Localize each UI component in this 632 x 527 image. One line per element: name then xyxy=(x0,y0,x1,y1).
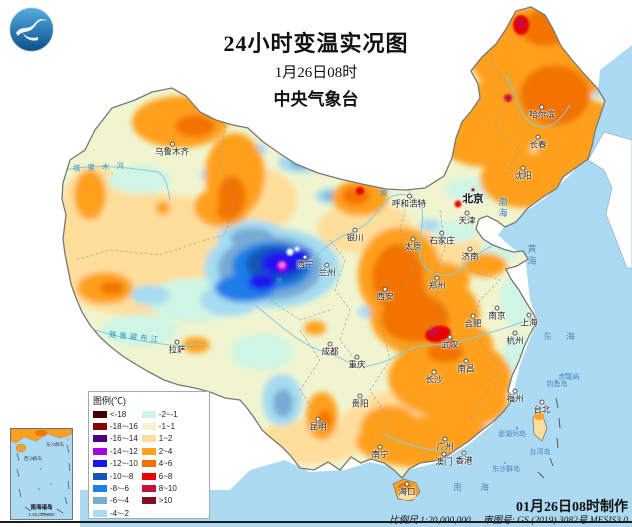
temperature-field xyxy=(62,7,605,468)
legend-swatch xyxy=(141,435,156,443)
legend-range-label: 1~2 xyxy=(158,434,173,444)
legend-item: 2~4 xyxy=(141,445,178,457)
legend-item: 8~10 xyxy=(141,482,178,494)
small-islands xyxy=(504,373,567,464)
inset-map xyxy=(11,429,72,516)
legend-swatch xyxy=(93,410,107,418)
inset-scale: 1:40,000,000 xyxy=(28,512,55,517)
legend-item: -18~-16 xyxy=(93,420,138,432)
legend-swatch xyxy=(93,485,107,493)
inset-island-label: 西沙群岛 xyxy=(24,456,42,461)
province-borders xyxy=(74,59,521,441)
legend-item: -1~1 xyxy=(141,420,178,432)
legend-range-label: -18~-16 xyxy=(110,422,138,432)
legend-range-label: -16~-14 xyxy=(110,434,138,444)
legend-range-label: <-18 xyxy=(110,409,127,419)
legend-range-label: -8~-6 xyxy=(110,484,129,494)
legend-swatch xyxy=(141,447,156,455)
legend-item: >10 xyxy=(141,495,178,507)
taiwan-island xyxy=(532,410,548,442)
legend-range-label: -4~-2 xyxy=(110,508,129,518)
legend-swatch xyxy=(141,485,156,493)
south-china-sea-inset: 东沙群岛西沙群岛 南海诸岛 1:40,000,000 xyxy=(10,428,73,520)
hainan-island xyxy=(392,478,421,502)
legend-item: 4~6 xyxy=(141,458,178,470)
legend-item: <-18 xyxy=(93,408,138,420)
legend-swatch xyxy=(93,435,107,443)
sea-area xyxy=(80,45,632,527)
legend-range-label: -6~-4 xyxy=(110,496,129,506)
legend-swatch xyxy=(93,423,107,431)
legend-range-label: 8~10 xyxy=(158,484,177,494)
legend-swatch xyxy=(93,497,107,505)
legend-swatch xyxy=(93,509,107,517)
bottom-frame-line xyxy=(0,521,632,523)
legend-range-label: 6~8 xyxy=(158,471,173,481)
legend-item: -16~-14 xyxy=(93,433,138,445)
legend-range-label: -12~-10 xyxy=(110,459,138,469)
korea-landmass xyxy=(587,131,632,269)
legend-col-left: <-18 -18~-16 -16~-14 -14~-12 -12~-10 -10~-8 -8… xyxy=(93,408,138,520)
legend-item: -8~-6 xyxy=(93,482,138,494)
legend-swatch xyxy=(93,472,107,480)
extreme-cores xyxy=(276,15,529,346)
legend-range-label: -1~1 xyxy=(158,422,176,432)
legend-swatch xyxy=(93,447,107,455)
inset-caption: 南海诸岛 xyxy=(30,505,53,511)
rivers xyxy=(64,74,571,453)
legend-item: -12~-10 xyxy=(93,458,138,470)
legend-range-label: 4~6 xyxy=(158,459,173,469)
legend-swatch xyxy=(141,472,156,480)
legend-swatch xyxy=(141,460,156,468)
legend-item: -4~-2 xyxy=(93,507,138,519)
legend-swatch xyxy=(141,497,156,505)
legend-item: 6~8 xyxy=(141,470,178,482)
legend-item: -2~-1 xyxy=(141,408,178,420)
cma-logo xyxy=(8,6,55,53)
legend-item: -10~-8 xyxy=(93,470,138,482)
production-time: 01月26日08时制作 xyxy=(516,500,628,515)
legend-range-label: >10 xyxy=(158,496,173,506)
legend-item: -6~-4 xyxy=(93,495,138,507)
legend-item: 1~2 xyxy=(141,433,178,445)
map-scale-line: 比例尺 1:20,000,000 审图号: GS (2019) 3082号 ME… xyxy=(389,512,628,526)
dash-line-boundary xyxy=(537,397,561,479)
legend-range-label: -2~-1 xyxy=(158,409,178,419)
legend-range-label: 2~4 xyxy=(158,446,173,456)
legend-range-label: -10~-8 xyxy=(110,471,134,481)
legend-swatch xyxy=(141,410,156,418)
legend-col-right: -2~-1 -1~1 1~2 2~4 4~6 6~8 8~10 >10 xyxy=(141,408,178,520)
legend-swatch xyxy=(93,460,107,468)
legend-panel: 图例(℃) <-18 -18~-16 -16~-14 -14~-12 -12~-10 -1… xyxy=(88,391,210,519)
legend-item: -14~-12 xyxy=(93,445,138,457)
inset-island-label: 东沙群岛 xyxy=(46,442,64,447)
legend-swatch xyxy=(141,423,156,431)
legend-range-label: -14~-12 xyxy=(110,446,138,456)
legend-title: 图例(℃) xyxy=(93,396,126,406)
